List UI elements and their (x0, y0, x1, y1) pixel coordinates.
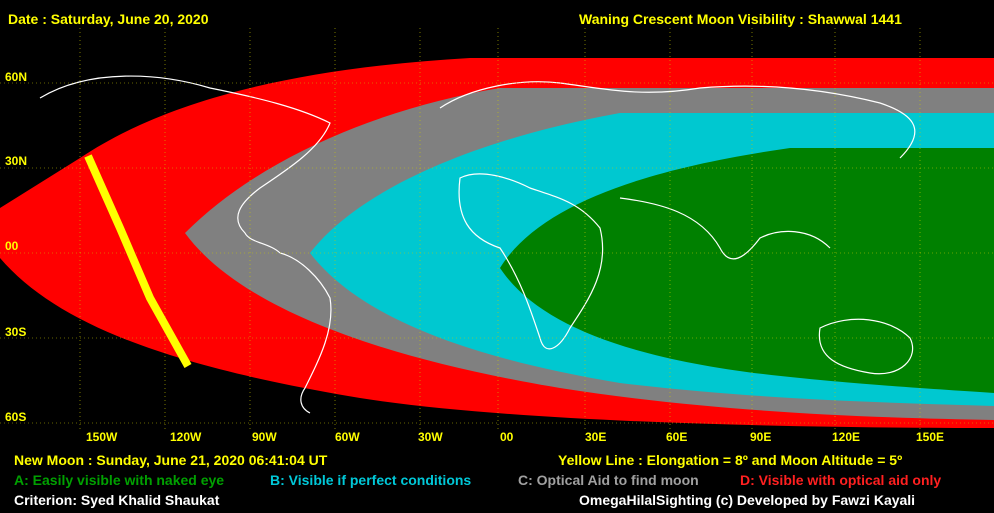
lon-label-90w: 90W (252, 430, 277, 444)
lat-label-60n: 60N (5, 70, 28, 84)
lat-label-30s: 30S (5, 325, 27, 339)
legend-d: D: Visible with optical aid only (740, 472, 942, 488)
lon-label-00: 00 (500, 430, 514, 444)
lon-label-120e: 120E (832, 430, 861, 444)
graticule (0, 28, 994, 430)
elongation-line (84, 154, 192, 368)
lat-label-00: 00 (5, 239, 19, 253)
lon-label-150w: 150W (86, 430, 118, 444)
lat-label-60s: 60S (5, 410, 27, 424)
coastlines (39, 75, 916, 414)
lon-label-60w: 60W (335, 430, 360, 444)
lon-label-150e: 150E (916, 430, 945, 444)
map-title: Waning Crescent Moon Visibility : Shawwa… (579, 11, 902, 27)
visibility-map (0, 28, 994, 430)
legend-b: B: Visible if perfect conditions (270, 472, 472, 488)
credit-label: OmegaHilalSighting (c) Developed by Fawz… (579, 492, 916, 508)
lat-label-30n: 30N (5, 154, 28, 168)
zone-a-green (500, 148, 994, 393)
legend-a: A: Easily visible with naked eye (14, 472, 225, 488)
criterion-label: Criterion: Syed Khalid Shaukat (14, 492, 220, 508)
yellow-line-legend: Yellow Line : Elongation = 8º and Moon A… (558, 452, 903, 468)
legend-c: C: Optical Aid to find moon (518, 472, 699, 488)
lon-label-30w: 30W (418, 430, 443, 444)
lon-label-120w: 120W (170, 430, 202, 444)
lon-label-90e: 90E (750, 430, 772, 444)
lon-label-30e: 30E (585, 430, 607, 444)
new-moon-label: New Moon : Sunday, June 21, 2020 06:41:0… (14, 452, 328, 468)
lon-label-60e: 60E (666, 430, 688, 444)
date-label: Date : Saturday, June 20, 2020 (8, 11, 209, 27)
